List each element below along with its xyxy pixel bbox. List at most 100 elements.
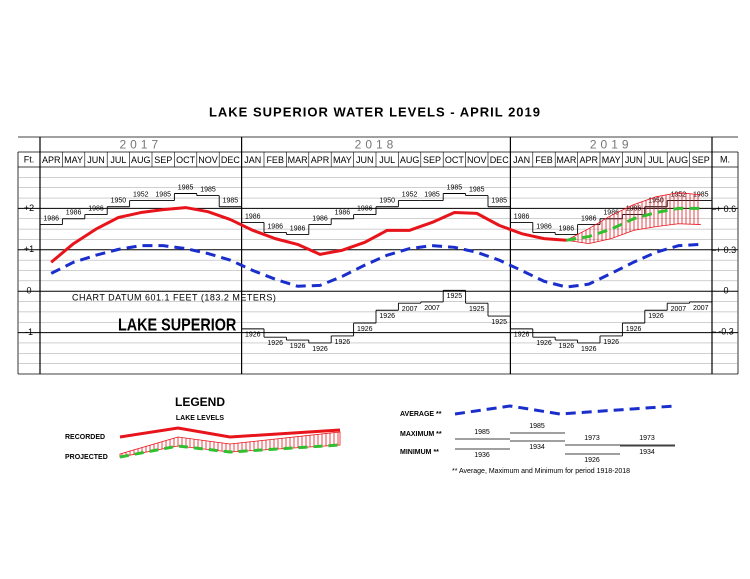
x-tick-label: DEC — [221, 155, 241, 165]
x-tick-label: AUG — [131, 155, 151, 165]
y2-tick-label: 0 — [723, 286, 728, 296]
legend-year: 1985 — [529, 423, 545, 430]
legend-year: 1973 — [584, 435, 600, 442]
maximum-year: 1986 — [88, 205, 104, 212]
legend-year: 1926 — [584, 457, 600, 464]
legend-swatch — [119, 443, 341, 459]
maximum-year: 1985 — [693, 191, 709, 198]
x-tick-label: JAN — [244, 155, 261, 165]
maximum-year: 1985 — [424, 191, 440, 198]
year-label: 2019 — [590, 138, 633, 152]
legend-swatch — [454, 404, 676, 416]
maximum-year: 1986 — [312, 215, 328, 222]
minimum-year: 2007 — [402, 306, 418, 313]
minimum-year: 2007 — [424, 305, 440, 312]
maximum-year: 1986 — [335, 210, 351, 217]
legend-label: PROJECTED — [65, 454, 108, 461]
minimum-year: 2007 — [693, 305, 709, 312]
y-tick-label: +1 — [24, 244, 34, 254]
x-tick-label: MAR — [556, 155, 577, 165]
legend-swatch — [119, 426, 341, 439]
year-label: 2018 — [355, 138, 398, 152]
x-tick-label: OCT — [445, 155, 465, 165]
y-tick-label: 0 — [26, 286, 31, 296]
series-line — [50, 206, 567, 264]
x-tick-label: APR — [42, 155, 61, 165]
minimum-year: 1925 — [447, 293, 463, 300]
x-tick-label: JUN — [625, 155, 643, 165]
maximum-year: 1985 — [200, 186, 216, 193]
legend-label: MAXIMUM ** — [400, 431, 442, 438]
maximum-year: 1986 — [267, 223, 283, 230]
maximum-year: 1950 — [379, 198, 395, 205]
minimum-year: 1926 — [514, 332, 530, 339]
legend: LEGEND LAKE LEVELS RECORDED PROJECTED — [65, 395, 341, 461]
minimum-year: 1926 — [648, 313, 664, 320]
maximum-year: 1950 — [111, 198, 127, 205]
minimum-year: 1926 — [245, 332, 261, 339]
minimum-year: 1926 — [536, 340, 552, 347]
maximum-year: 1985 — [447, 184, 463, 191]
maximum-year: 1986 — [66, 210, 82, 217]
x-tick-label: SEP — [154, 155, 172, 165]
y2-axis-label: M. — [720, 154, 730, 164]
x-tick-label: MAY — [602, 155, 621, 165]
legend-year: 1934 — [529, 444, 545, 451]
x-tick-label: MAR — [288, 155, 309, 165]
x-tick-label: MAY — [64, 155, 83, 165]
legend-year: 1985 — [474, 429, 490, 436]
series-line — [50, 242, 701, 289]
maximum-year: 1952 — [402, 191, 418, 198]
x-tick-label: SEP — [692, 155, 710, 165]
y2-tick-label: -0.3 — [718, 326, 734, 336]
x-tick-label: AUG — [400, 155, 420, 165]
minimum-year: 1926 — [357, 326, 373, 333]
legend-year: 1973 — [639, 435, 655, 442]
maximum-year: 1985 — [178, 184, 194, 191]
minimum-year: 1926 — [581, 346, 597, 353]
y-axis-label: Ft. — [24, 154, 35, 164]
series-line — [566, 206, 701, 242]
x-tick-label: JUL — [110, 155, 126, 165]
maximum-year: 1985 — [223, 198, 239, 205]
minimum-year: 1926 — [335, 339, 351, 346]
minimum-year: 1926 — [379, 313, 395, 320]
x-tick-label: NOV — [198, 155, 218, 165]
x-tick-label: JUN — [356, 155, 374, 165]
x-tick-label: JAN — [513, 155, 530, 165]
y-tick-label: -1 — [25, 327, 33, 337]
legend-record-lines — [455, 432, 675, 455]
legend-label: RECORDED — [65, 434, 105, 441]
x-tick-label: NOV — [467, 155, 487, 165]
x-tick-label: MAY — [333, 155, 352, 165]
x-tick-label: DEC — [490, 155, 510, 165]
x-tick-label: FEB — [266, 155, 284, 165]
maximum-year: 1985 — [155, 191, 171, 198]
minimum-year: 1925 — [469, 306, 485, 313]
legend-year: 1934 — [639, 449, 655, 456]
maximum-year: 1986 — [536, 223, 552, 230]
maximum-year: 1986 — [514, 213, 530, 220]
annotation: LAKE SUPERIOR — [118, 315, 237, 335]
y-tick-label: +2 — [24, 203, 34, 213]
x-tick-label: OCT — [176, 155, 196, 165]
footnote: ** Average, Maximum and Minimum for peri… — [452, 468, 630, 475]
legend-subtitle: LAKE LEVELS — [176, 415, 225, 422]
x-tick-label: JUL — [648, 155, 664, 165]
projected-range-upper — [566, 192, 701, 241]
maximum-year: 1986 — [357, 205, 373, 212]
x-tick-label: APR — [311, 155, 330, 165]
minimum-year: 2007 — [671, 306, 687, 313]
minimum-year: 1926 — [626, 326, 642, 333]
legend-records: AVERAGE ** MAXIMUM ** MINIMUM ** 1985 19… — [400, 404, 676, 475]
maximum-year: 1986 — [43, 215, 59, 222]
minimum-year: 1926 — [559, 343, 575, 350]
minimum-year: 1925 — [491, 319, 507, 326]
y2-tick-label: + 0.6 — [716, 204, 736, 214]
minimum-year: 1926 — [290, 343, 306, 350]
y2-tick-label: + 0.3 — [716, 245, 736, 255]
x-tick-label: JUN — [87, 155, 105, 165]
minimum-year: 1926 — [603, 339, 619, 346]
year-label: 2017 — [119, 138, 162, 152]
